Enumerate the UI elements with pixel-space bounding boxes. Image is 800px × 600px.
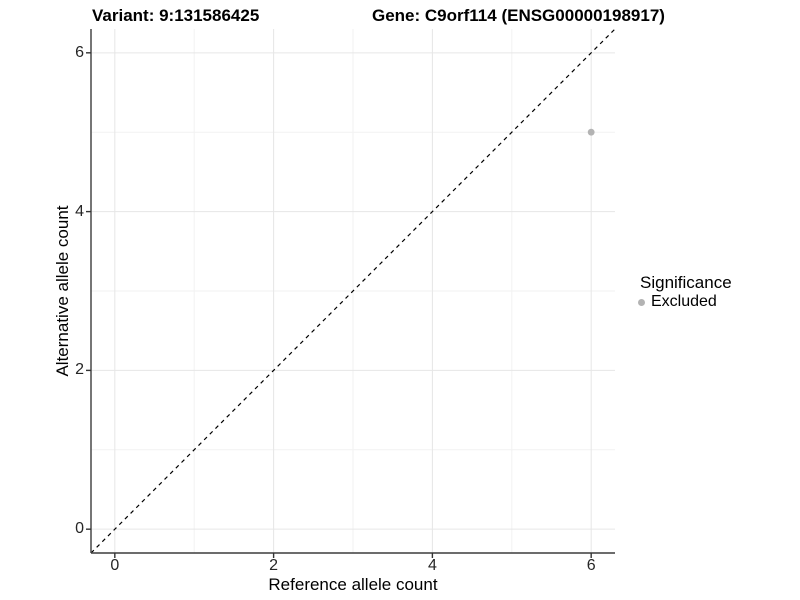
gene-title: Gene: C9orf114 (ENSG00000198917) <box>372 6 665 25</box>
x-tick-label: 4 <box>427 557 437 574</box>
x-tick-label: 2 <box>269 557 279 574</box>
variant-title: Variant: 9:131586425 <box>92 6 260 25</box>
data-point <box>587 128 595 136</box>
legend-entry-excluded: Excluded <box>638 293 732 311</box>
y-tick-label: 0 <box>75 520 84 538</box>
x-axis-title: Reference allele count <box>268 575 438 594</box>
legend-title: Significance <box>640 273 732 292</box>
data-points <box>587 128 595 136</box>
tick-marks <box>86 52 592 558</box>
x-tick-label: 6 <box>586 557 596 574</box>
x-tick-label: 0 <box>110 557 120 574</box>
legend-entry-label: Excluded <box>651 293 717 310</box>
y-tick-label: 6 <box>75 43 84 61</box>
legend: Significance Excluded <box>638 273 732 311</box>
axis-lines <box>90 29 615 554</box>
identity-line <box>90 28 616 554</box>
legend-point-icon <box>638 298 645 306</box>
y-tick-label: 4 <box>75 202 84 220</box>
grid-major-lines <box>91 29 615 553</box>
y-axis-title: Alternative allele count <box>53 205 72 377</box>
y-tick-label: 2 <box>75 361 84 379</box>
